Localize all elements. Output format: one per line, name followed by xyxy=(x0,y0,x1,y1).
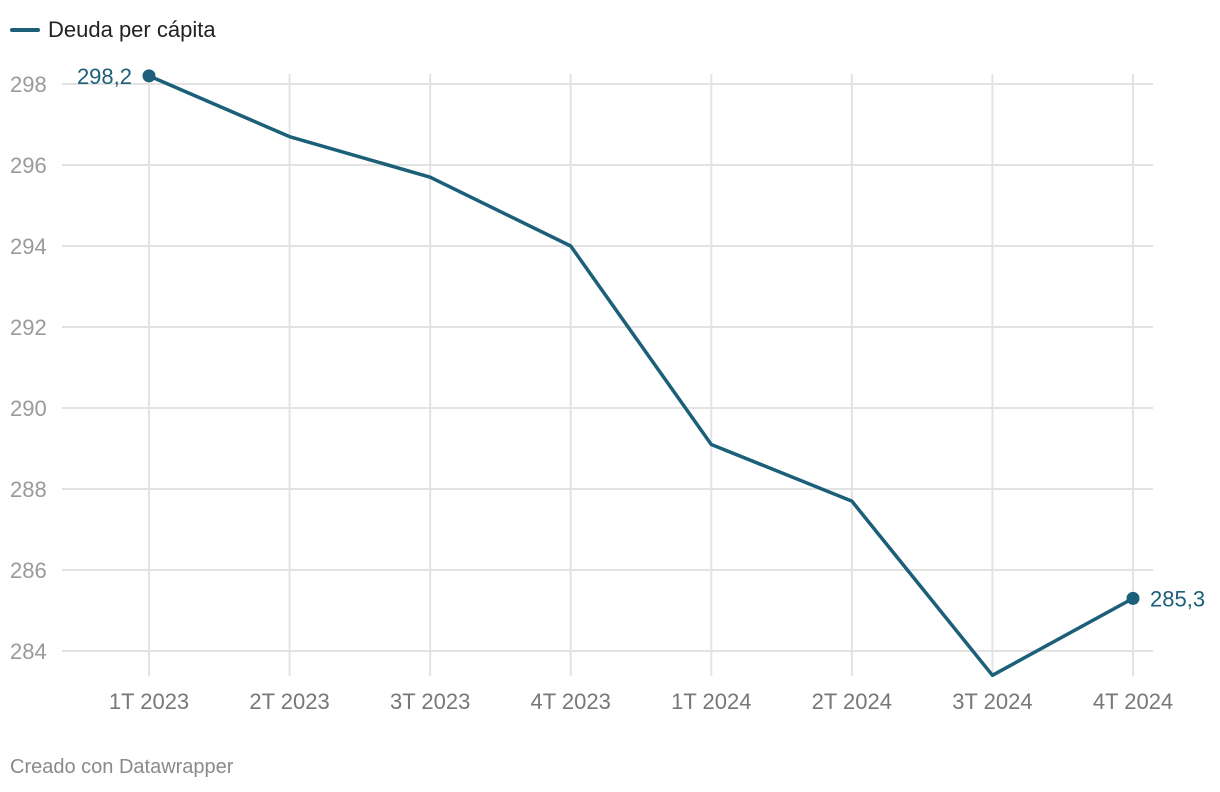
x-tick-label: 1T 2023 xyxy=(109,689,189,714)
legend-swatch xyxy=(10,28,40,32)
legend: Deuda per cápita xyxy=(10,14,216,46)
y-tick-label: 286 xyxy=(10,558,47,583)
x-axis: 1T 2023 2T 2023 3T 2023 4T 2023 1T 2024 2T 20… xyxy=(109,689,1173,714)
series-line xyxy=(147,74,1135,678)
y-tick-label: 288 xyxy=(10,477,47,502)
data-label: 298,2 xyxy=(77,64,132,89)
line-chart: 284 286 288 290 292 294 296 298 1T 2023 2T 2023 3… xyxy=(10,64,1205,714)
footer-credit: Creado con Datawrapper xyxy=(10,756,234,778)
y-tick-label: 290 xyxy=(10,396,47,421)
x-tick-label: 1T 2024 xyxy=(671,689,751,714)
x-tick-label: 3T 2023 xyxy=(390,689,470,714)
x-tick-label: 2T 2023 xyxy=(249,689,329,714)
y-tick-label: 292 xyxy=(10,315,47,340)
x-tick-label: 4T 2023 xyxy=(531,689,611,714)
series-layer xyxy=(142,69,1140,678)
data-point xyxy=(1126,591,1140,605)
data-label: 285,3 xyxy=(1150,586,1205,611)
x-tick-label: 4T 2024 xyxy=(1093,689,1173,714)
data-point xyxy=(142,69,156,83)
grid xyxy=(62,74,1153,676)
legend-label: Deuda per cápita xyxy=(48,17,216,42)
y-tick-label: 296 xyxy=(10,153,47,178)
y-axis: 284 286 288 290 292 294 296 298 xyxy=(10,72,47,664)
x-tick-label: 2T 2024 xyxy=(812,689,892,714)
y-tick-label: 298 xyxy=(10,72,47,97)
y-tick-label: 294 xyxy=(10,234,47,259)
data-labels: 298,2 285,3 xyxy=(77,64,1205,611)
y-tick-label: 284 xyxy=(10,639,47,664)
x-tick-label: 3T 2024 xyxy=(952,689,1032,714)
